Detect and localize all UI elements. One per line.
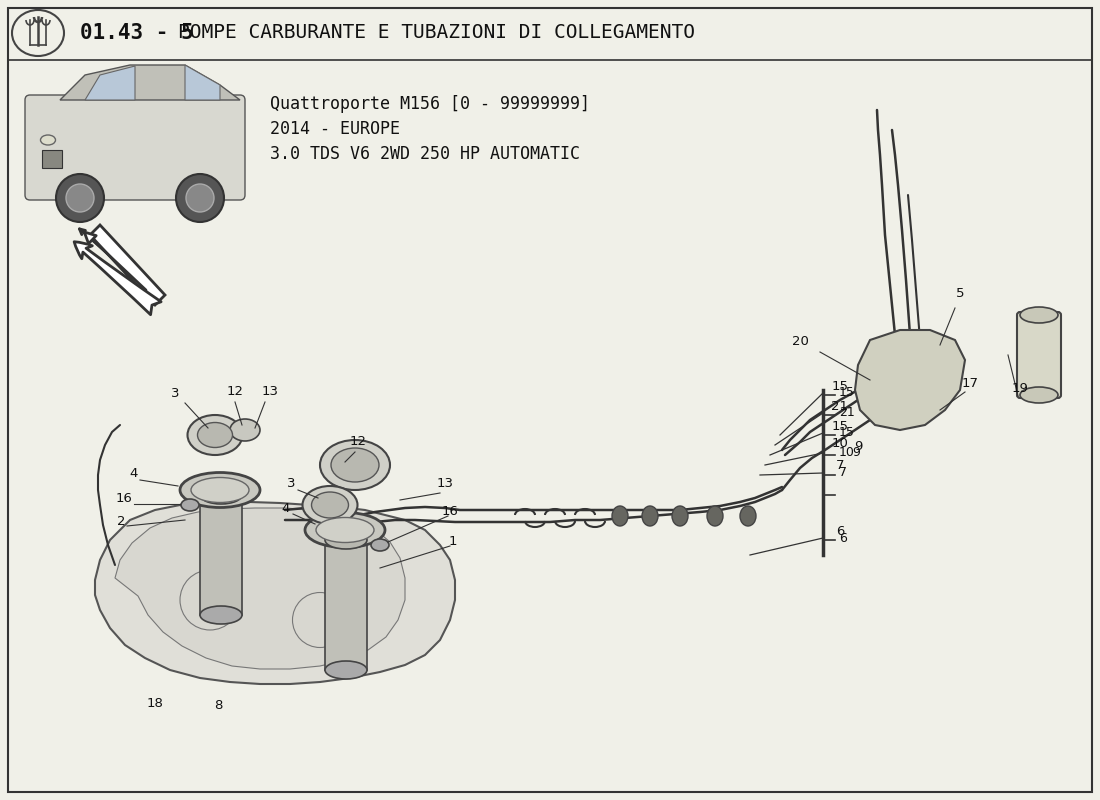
Ellipse shape [200,606,242,624]
Ellipse shape [56,174,104,222]
Text: 13: 13 [262,385,278,398]
Text: 1: 1 [449,535,458,548]
Polygon shape [95,502,455,684]
Ellipse shape [41,135,55,145]
Ellipse shape [305,513,385,547]
Text: 19: 19 [1012,382,1028,395]
Text: 15: 15 [832,380,848,393]
Text: Quattroporte M156 [0 - 99999999]: Quattroporte M156 [0 - 99999999] [270,95,590,113]
Text: 13: 13 [437,477,453,490]
Ellipse shape [1020,387,1058,403]
Polygon shape [855,330,965,430]
Text: 9: 9 [854,440,862,453]
Text: 4: 4 [282,502,290,515]
Ellipse shape [707,506,723,526]
Text: 15: 15 [839,426,855,439]
Text: 2: 2 [117,515,125,528]
Polygon shape [60,65,240,100]
Text: 17: 17 [961,377,979,390]
Ellipse shape [187,415,242,455]
Ellipse shape [200,486,242,504]
Ellipse shape [612,506,628,526]
Ellipse shape [311,492,349,518]
Ellipse shape [1020,307,1058,323]
Ellipse shape [642,506,658,526]
FancyBboxPatch shape [25,95,245,200]
Text: 21: 21 [832,400,848,413]
Text: 12: 12 [227,385,243,398]
Text: 2014 - EUROPE: 2014 - EUROPE [270,120,400,138]
Text: 10: 10 [839,446,855,459]
Text: 3: 3 [170,387,179,400]
Ellipse shape [66,184,94,212]
Ellipse shape [320,440,390,490]
Bar [324,540,367,670]
Polygon shape [90,225,165,305]
Ellipse shape [672,506,688,526]
Text: POMPE CARBURANTE E TUBAZIONI DI COLLEGAMENTO: POMPE CARBURANTE E TUBAZIONI DI COLLEGAM… [178,23,695,42]
Text: 01.43 - 5: 01.43 - 5 [80,23,194,43]
Ellipse shape [740,506,756,526]
Ellipse shape [324,661,367,679]
Text: 4: 4 [130,467,138,480]
Bar [200,495,242,615]
Text: 15: 15 [839,386,855,399]
Text: 5: 5 [956,287,965,300]
Ellipse shape [198,422,232,447]
Ellipse shape [191,478,249,502]
Ellipse shape [316,518,374,542]
Text: 8: 8 [213,699,222,712]
Ellipse shape [12,10,64,56]
Text: 16: 16 [116,492,132,505]
Text: 18: 18 [146,697,164,710]
FancyBboxPatch shape [1018,312,1062,398]
Ellipse shape [186,184,214,212]
Ellipse shape [230,419,260,441]
Ellipse shape [331,448,379,482]
Text: 3: 3 [286,477,295,490]
Ellipse shape [182,499,199,511]
Text: 10: 10 [832,437,848,450]
Ellipse shape [176,174,224,222]
Ellipse shape [324,531,367,549]
Text: 6: 6 [836,525,844,538]
Text: 20: 20 [792,335,808,348]
Ellipse shape [180,473,260,507]
Text: 3.0 TDS V6 2WD 250 HP AUTOMATIC: 3.0 TDS V6 2WD 250 HP AUTOMATIC [270,145,580,163]
Polygon shape [116,508,405,669]
Text: 16: 16 [441,505,459,518]
Bar [42,150,62,168]
Text: 9: 9 [852,446,860,459]
Text: 7: 7 [836,459,845,472]
Polygon shape [85,66,135,100]
Text: 21: 21 [839,406,855,419]
Text: 7: 7 [839,466,847,479]
Ellipse shape [302,486,358,524]
Text: 12: 12 [350,435,366,448]
Ellipse shape [371,539,389,551]
Text: 15: 15 [832,420,848,433]
Text: 6: 6 [839,531,847,545]
Polygon shape [185,65,220,100]
